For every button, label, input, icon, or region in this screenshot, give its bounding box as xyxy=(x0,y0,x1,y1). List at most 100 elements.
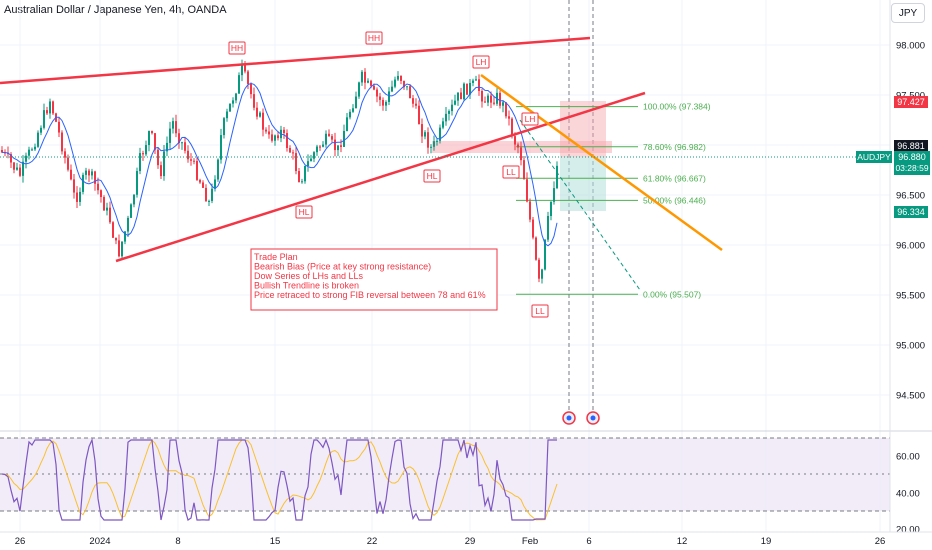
candle-body xyxy=(130,204,132,218)
candle-body xyxy=(178,133,180,144)
time-tick-label: 22 xyxy=(367,536,378,547)
fib-level: 78.60% xyxy=(643,142,674,152)
candle-body xyxy=(109,207,111,223)
candle-body xyxy=(160,165,162,177)
candle-body xyxy=(67,157,69,170)
candle-body xyxy=(544,239,546,270)
price-tick-label: 98.000 xyxy=(896,41,925,52)
time-tick-label: 6 xyxy=(586,536,591,547)
candle-body xyxy=(421,124,423,137)
upper-target-badge: 97.427 xyxy=(894,96,928,108)
currency-button[interactable]: JPY xyxy=(891,3,925,23)
candle-body xyxy=(256,107,258,117)
candle-body xyxy=(535,237,537,260)
candle-body xyxy=(355,96,357,109)
candle-body xyxy=(157,149,159,166)
price-axis[interactable]: 98.00097.50097.00096.50096.00095.50095.0… xyxy=(896,41,925,402)
rsi-line xyxy=(1,437,557,521)
candle-body xyxy=(142,153,144,155)
candle-body xyxy=(49,101,51,114)
candle-body xyxy=(112,222,114,238)
swing-label: LH xyxy=(521,112,539,126)
candle-body xyxy=(316,146,318,153)
candle-body xyxy=(493,102,495,104)
candle-body xyxy=(277,135,279,139)
upper-trendline[interactable] xyxy=(0,36,591,85)
price-tick-label: 94.500 xyxy=(896,391,925,402)
candle-body xyxy=(253,94,255,108)
symbol-badge: AUDJPY xyxy=(856,151,892,163)
candle-body xyxy=(400,75,402,81)
candle-body xyxy=(187,150,189,160)
candle-body xyxy=(1,150,3,153)
candle-body xyxy=(271,134,273,141)
candle-body xyxy=(133,194,135,205)
event-icon-2[interactable] xyxy=(586,411,600,425)
fib-label: 50.00% (96.446) xyxy=(643,195,706,205)
candle-body xyxy=(127,217,129,232)
candle-body xyxy=(58,121,60,133)
candle-body xyxy=(34,146,36,150)
candle-body xyxy=(466,83,468,95)
swing-label: HH xyxy=(228,41,246,55)
candle-body xyxy=(328,133,330,137)
candle-body xyxy=(436,140,438,142)
candle-body xyxy=(412,98,414,104)
candle-body xyxy=(553,188,555,202)
resistance-trendline[interactable] xyxy=(480,73,723,252)
candle-body xyxy=(169,128,171,143)
candle-body xyxy=(118,240,120,257)
event-icon-1[interactable] xyxy=(562,411,576,425)
swing-label: LH xyxy=(472,55,490,69)
bullish-trendline[interactable] xyxy=(115,91,646,263)
candle-body xyxy=(415,103,417,106)
time-tick-label: 2024 xyxy=(89,536,110,547)
candle-body xyxy=(346,117,348,131)
trade-plan-box[interactable]: Trade Plan Bearish Bias (Price at key st… xyxy=(250,248,498,311)
candle-body xyxy=(301,181,303,183)
candle-body xyxy=(331,136,333,140)
candle-body xyxy=(337,145,339,151)
fib-level: 50.00% xyxy=(643,195,674,205)
candle-body xyxy=(442,121,444,128)
candle-body xyxy=(547,215,549,240)
countdown-label: 03:28:59 xyxy=(895,163,928,173)
candle-body xyxy=(151,131,153,134)
candle-body xyxy=(31,149,33,151)
candle-body xyxy=(229,103,231,112)
fib-price: (96.982) xyxy=(674,142,706,152)
candle-body xyxy=(463,83,465,100)
candle-body xyxy=(448,111,450,114)
candle-body xyxy=(220,135,222,160)
rsi-axis[interactable]: 60.00 40.00 20.00 xyxy=(896,452,920,536)
candle-body xyxy=(469,82,471,95)
candle-body xyxy=(247,71,249,84)
candle-body xyxy=(511,118,513,137)
candle-body xyxy=(217,159,219,180)
candle-body xyxy=(472,80,474,83)
price-tick-label: 95.500 xyxy=(896,291,925,302)
candle-body xyxy=(82,174,84,192)
candle-body xyxy=(223,118,225,136)
candle-body xyxy=(283,129,285,134)
candle-body xyxy=(103,197,105,211)
candle-body xyxy=(340,145,342,147)
time-axis[interactable]: 26 2024 8 15 22 29 Feb 6 12 19 26 xyxy=(15,536,886,547)
candle-body xyxy=(208,200,210,202)
lower-target-label: 96.334 xyxy=(897,207,925,217)
candle-body xyxy=(124,231,126,242)
candle-body xyxy=(451,104,453,112)
time-tick-label: 12 xyxy=(677,536,688,547)
candle-body xyxy=(175,121,177,134)
candle-body xyxy=(370,80,372,86)
time-tick-label: 8 xyxy=(175,536,180,547)
candle-body xyxy=(10,154,12,163)
candle-body xyxy=(292,152,294,154)
price-tick-label: 96.500 xyxy=(896,191,925,202)
candle-body xyxy=(382,99,384,106)
time-tick-label: 29 xyxy=(465,536,476,547)
swing-label: LL xyxy=(502,165,520,179)
candle-body xyxy=(538,259,540,279)
candle-body xyxy=(91,171,93,176)
